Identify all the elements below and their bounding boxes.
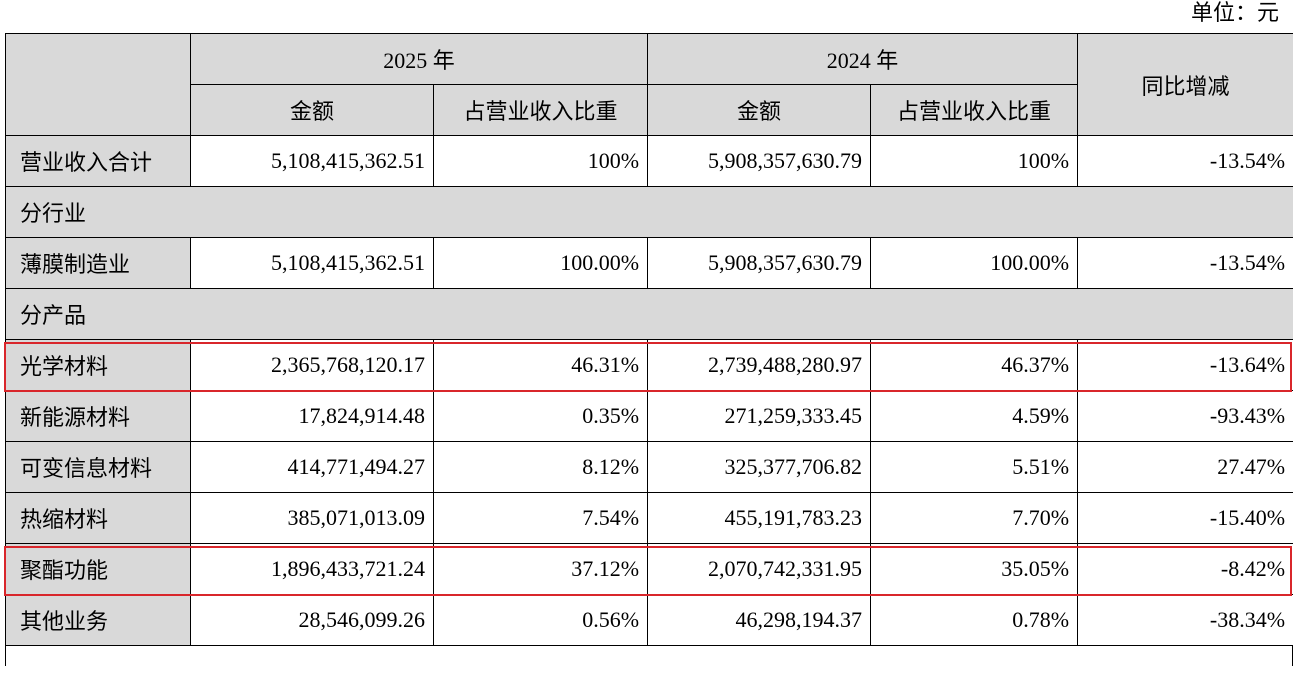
- row-label: 薄膜制造业: [5, 237, 191, 289]
- data-row: 热缩材料 385,071,013.09 7.54% 455,191,783.23 7.7…: [5, 492, 1293, 544]
- data-row: 光学材料 2,365,768,120.17 46.31% 2,739,488,280.…: [5, 339, 1293, 391]
- cell: 1,896,433,721.24: [190, 543, 434, 595]
- cell: 2,070,742,331.95: [647, 543, 872, 595]
- cell: 5,108,415,362.51: [190, 135, 434, 187]
- cell: -13.54%: [1077, 135, 1293, 187]
- cell: 5,108,415,362.51: [190, 237, 434, 289]
- cell: 0.56%: [432, 594, 649, 646]
- cell: 385,071,013.09: [190, 492, 434, 544]
- data-row: 分行业: [5, 186, 1293, 238]
- header-cell: 金额: [647, 84, 872, 136]
- cell: 100%: [432, 135, 649, 187]
- cell: 35.05%: [870, 543, 1079, 595]
- row-label: 其他业务: [5, 594, 191, 646]
- cell: 414,771,494.27: [190, 441, 434, 493]
- header-cell: 金额: [190, 84, 434, 136]
- data-row: 薄膜制造业 5,108,415,362.51 100.00% 5,908,357,63…: [5, 237, 1293, 289]
- section-cell: 分行业: [5, 186, 1293, 238]
- header-cell: 占营业收入比重: [432, 84, 649, 136]
- cell: 100.00%: [432, 237, 649, 289]
- row-label: 可变信息材料: [5, 441, 191, 493]
- cell: 28,546,099.26: [190, 594, 434, 646]
- table-bottom: [5, 646, 1293, 666]
- data-row: 分产品: [5, 288, 1293, 340]
- cell: 7.70%: [870, 492, 1079, 544]
- header-cell: 2025 年: [189, 33, 649, 85]
- cell: 0.35%: [432, 390, 649, 442]
- header-cell: 占营业收入比重: [870, 84, 1079, 136]
- cell: 37.12%: [432, 543, 649, 595]
- cell: 5,908,357,630.79: [647, 135, 872, 187]
- cell: -93.43%: [1077, 390, 1293, 442]
- row-label: 热缩材料: [5, 492, 191, 544]
- highlight-box: [4, 341, 1292, 392]
- unit-note: 单位：元: [1190, 0, 1279, 25]
- highlight-box: [4, 545, 1292, 596]
- cell: -15.40%: [1077, 492, 1293, 544]
- cell: -13.64%: [1077, 339, 1293, 391]
- cell: -38.34%: [1077, 594, 1293, 646]
- data-row: 营业收入合计 5,108,415,362.51 100% 5,908,357,630.…: [5, 135, 1293, 187]
- cell: -13.54%: [1077, 237, 1293, 289]
- cell: 100.00%: [870, 237, 1079, 289]
- cell: 8.12%: [432, 441, 649, 493]
- cell: 271,259,333.45: [647, 390, 872, 442]
- cell: 27.47%: [1077, 441, 1293, 493]
- data-row: 可变信息材料 414,771,494.27 8.12% 325,377,706.82 5…: [5, 441, 1293, 493]
- row-label: 营业收入合计: [5, 135, 191, 187]
- revenue-table: 2025 年 2024 年 同比增减 金额 占营业收入比重 金额 占营业收入比重 营业…: [5, 33, 1293, 646]
- header-row: 金额 占营业收入比重 金额 占营业收入比重: [6, 84, 1294, 136]
- cell: 5,908,357,630.79: [647, 237, 872, 289]
- table-wrap: 2025 年 2024 年 同比增减 金额 占营业收入比重 金额 占营业收入比重 营业…: [5, 33, 1293, 673]
- cell: 46.37%: [870, 339, 1079, 391]
- header-cell: 同比增减: [1077, 33, 1293, 136]
- section-cell: 分产品: [5, 288, 1293, 340]
- header-row: 2025 年 2024 年 同比增减: [5, 33, 1293, 136]
- header-cell: 2024 年: [647, 33, 1079, 85]
- cell: 17,824,914.48: [190, 390, 434, 442]
- cell: 4.59%: [870, 390, 1079, 442]
- cell: 46,298,194.37: [647, 594, 872, 646]
- cell: 325,377,706.82: [647, 441, 872, 493]
- data-row: 新能源材料 17,824,914.48 0.35% 271,259,333.45 4.5…: [5, 390, 1293, 442]
- row-label: 新能源材料: [5, 390, 191, 442]
- cell: 0.78%: [870, 594, 1079, 646]
- data-row: 聚酯功能 1,896,433,721.24 37.12% 2,070,742,331.…: [5, 543, 1293, 595]
- cell: 5.51%: [870, 441, 1079, 493]
- row-label: 光学材料: [5, 339, 191, 391]
- cell: 7.54%: [432, 492, 649, 544]
- cell: 46.31%: [432, 339, 649, 391]
- cell: 2,739,488,280.97: [647, 339, 872, 391]
- row-label: 聚酯功能: [5, 543, 191, 595]
- cell: 100%: [870, 135, 1079, 187]
- cell: 455,191,783.23: [647, 492, 872, 544]
- header-cell: [5, 33, 191, 136]
- data-row: 其他业务 28,546,099.26 0.56% 46,298,194.37 0.78%…: [5, 594, 1293, 646]
